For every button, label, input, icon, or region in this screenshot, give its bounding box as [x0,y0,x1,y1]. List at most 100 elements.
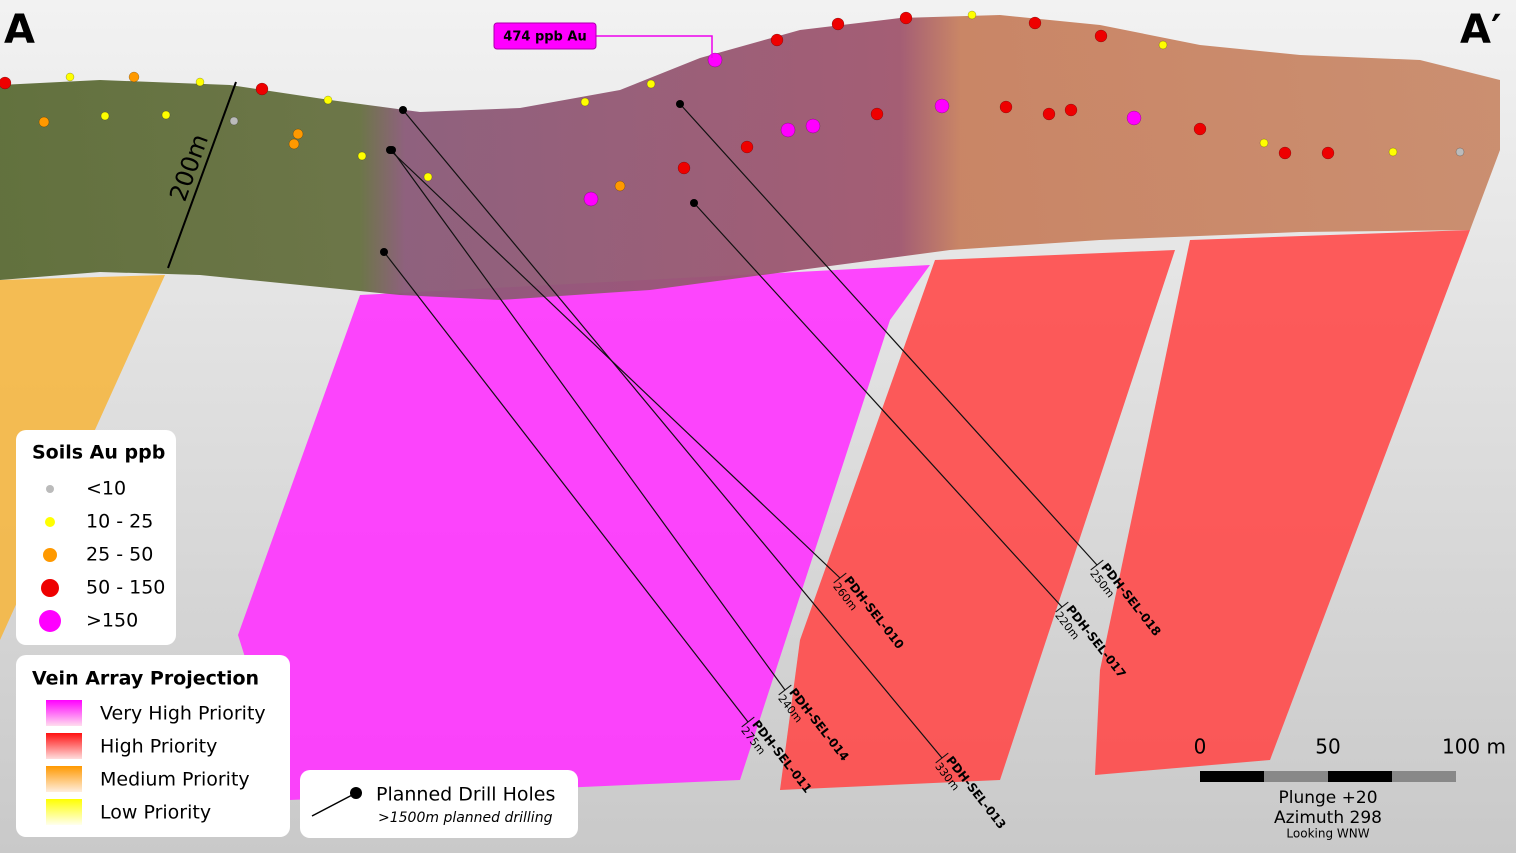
scale-label: 100 m [1442,735,1506,759]
looking: Looking WNW [1286,827,1369,841]
soil-sample [780,122,796,138]
soil-sample [899,11,913,25]
drill-trace [391,149,786,691]
plunge: Plunge +20 [1278,788,1377,808]
soil-sample [1193,122,1207,136]
soil-sample [195,77,205,87]
section-start: A [4,7,35,53]
legend-box [300,770,578,838]
soil-sample [229,116,239,126]
soil-sample [288,138,300,150]
drill-end-tick [1055,601,1069,613]
soil-sample [1126,110,1142,126]
vein-high [780,250,1175,790]
soil-sample [580,97,590,107]
legend-box [16,655,290,837]
soil-sample [934,98,950,114]
drill-end-tick [935,752,949,764]
soil-sample [1278,146,1292,160]
soil-sample [1321,146,1335,160]
soil-sample [1455,147,1465,157]
soil-sample [357,151,367,161]
drill-end-tick [1090,559,1104,571]
vein-very-high [238,265,930,800]
thickness-arrow [167,81,237,269]
soil-sample [967,10,977,20]
legend-swatch [350,787,362,799]
drill-end-tick [778,684,792,696]
vein-high [1095,230,1470,775]
soil-sample [646,79,656,89]
legend-label: Medium Priority [100,769,250,791]
legend-subtitle: >1500m planned drilling [378,810,553,826]
soil-sample [805,118,821,134]
soil-sample [1259,138,1269,148]
soil-sample [0,76,12,90]
callout-line [596,35,713,58]
legend-title: Vein Array Projection [32,668,259,690]
soils-legend: Soils Au ppb <10 10 - 25 25 - 50 50 - 15… [16,430,176,645]
drill-trace [693,202,1063,608]
drill-collar [388,146,396,154]
soil-sample [1388,147,1398,157]
legend-swatch [45,517,55,527]
soil-sample [583,191,599,207]
legend-swatch [311,792,357,817]
soil-sample [255,82,269,96]
soil-sample [999,100,1013,114]
soil-sample [740,140,754,154]
drill-end-tick [741,716,755,728]
soil-sample [677,161,691,175]
legend-label: >150 [86,610,138,632]
drill-trace [402,109,943,759]
soil-sample [1094,29,1108,43]
legend-label: 10 - 25 [86,511,153,533]
legend-swatch [46,733,82,759]
drill-trace [383,251,749,723]
section-end: A′ [1460,7,1502,53]
legend-swatch [46,700,82,726]
azimuth: Azimuth 298 [1274,808,1382,828]
drill-end-tick [833,572,847,584]
vein-legend: Vein Array Projection Very High Priority… [16,655,290,837]
legend-label: High Priority [100,736,217,758]
legend-swatch [46,766,82,792]
legend-label: Very High Priority [100,703,266,725]
drill-collar [380,248,388,256]
scale-segment [1328,771,1392,782]
scale-segment [1264,771,1328,782]
soil-sample [707,52,723,68]
drill-collar [676,100,684,108]
terrain [0,15,1500,300]
legend-label: <10 [86,478,126,500]
drill-collar [399,106,407,114]
soil-sample [770,33,784,47]
legend-label: 25 - 50 [86,544,153,566]
legend-swatch [46,485,54,493]
soil-samples [0,10,1465,207]
legend-title: Planned Drill Holes [376,784,555,806]
soil-sample [423,172,433,182]
soil-sample [614,180,626,192]
soil-sample [1158,40,1168,50]
soil-sample [161,110,171,120]
scale-segment [1392,771,1456,782]
soil-sample [870,107,884,121]
soil-sample [128,71,140,83]
drill-trace [679,103,1098,566]
soil-sample [323,95,333,105]
soil-sample [831,17,845,31]
soil-sample [100,111,110,121]
scale-label: 50 [1315,735,1340,759]
scale-label: 0 [1194,735,1207,759]
drill-legend: Planned Drill Holes >1500m planned drill… [300,770,578,838]
legend-swatch [43,548,57,562]
soil-sample [1028,16,1042,30]
legend-swatch [46,799,82,825]
scale-segment [1200,771,1264,782]
soil-sample [38,116,50,128]
callout-box [493,22,597,50]
legend-swatch [41,579,59,597]
